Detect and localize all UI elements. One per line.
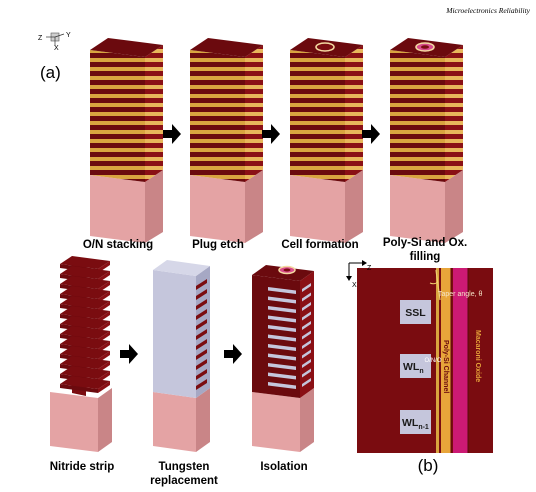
channel-layer	[441, 268, 451, 453]
block-tungsten	[153, 260, 210, 452]
label-tungsten-2: replacement	[150, 475, 218, 487]
wl-n-gate	[400, 354, 431, 378]
iso-wordline	[268, 353, 296, 361]
block-plug-etch	[190, 38, 263, 243]
iso-wordline	[268, 382, 296, 389]
arrow-icon-5	[224, 344, 242, 364]
tungsten-slot	[196, 369, 207, 380]
iso-wordline	[268, 363, 296, 370]
tungsten-slot	[196, 289, 207, 300]
channel-label: Poly-Si Channel	[442, 340, 449, 393]
label-cell-formation: Cell formation	[281, 239, 358, 251]
iso-wordline	[268, 372, 296, 380]
arrow-icon-3	[362, 124, 380, 144]
block-cell-formation	[290, 38, 363, 243]
comb-fin-top	[60, 356, 110, 369]
comb-fin-top	[60, 366, 110, 379]
tungsten-slot	[196, 379, 207, 390]
ono-label: O/N/O	[424, 358, 441, 364]
ssl-gate	[400, 300, 431, 324]
ono-layer	[436, 268, 439, 453]
wl-n-label: WLn	[403, 361, 424, 375]
iso-wordline-side	[302, 283, 311, 292]
label-tungsten-1: Tungsten	[159, 461, 210, 473]
comb-fin-top	[60, 296, 110, 309]
axis-y-label: Y	[66, 32, 71, 39]
label-on-stacking: O/N stacking	[83, 239, 153, 251]
iso-wordline	[268, 306, 296, 313]
comb-fin-side	[98, 381, 110, 393]
label-poly-fill-1: Poly-Si and Ox.	[383, 237, 467, 249]
axis-x-label: X	[54, 45, 59, 52]
comb-fin-top	[60, 326, 110, 339]
panel-b-label: (b)	[418, 456, 439, 475]
axis-b-x-label: X	[352, 282, 357, 289]
wl-n1-gate	[400, 410, 431, 434]
iso-wordline	[268, 325, 296, 332]
iso-wordline-side	[302, 330, 311, 340]
iso-wordline	[268, 334, 296, 342]
macaroni-label: Macaroni Oxide	[474, 330, 481, 382]
tungsten-slot	[196, 299, 207, 310]
comb-fin-top	[60, 346, 110, 359]
iso-wordline	[268, 315, 296, 323]
iso-wordline-side	[302, 302, 311, 311]
comb-fin-top	[60, 316, 110, 329]
taper-angle-label: Taper angle, θ	[438, 291, 482, 298]
comb-fin-top	[60, 266, 110, 279]
block-poly-fill	[390, 38, 463, 243]
tungsten-slot	[196, 359, 207, 370]
tungsten-slot	[196, 329, 207, 340]
iso-wordline	[268, 296, 296, 304]
macaroni-oxide-layer	[453, 268, 468, 453]
comb-fin-top	[60, 306, 110, 319]
axis-b-z-label: Z	[367, 265, 372, 272]
cross-section-panel: Taper angle, θ SSL WLn WLn-1 O/N/O Poly-…	[357, 268, 493, 453]
label-isolation: Isolation	[260, 461, 307, 473]
comb-fin-top	[60, 336, 110, 349]
arrow-icon-1	[163, 124, 181, 144]
wl-n1-label: WLn-1	[402, 417, 429, 431]
iso-wordline-side	[302, 349, 311, 359]
tungsten-slot	[196, 309, 207, 320]
comb-fin-top	[60, 276, 110, 289]
iso-wordline-side	[302, 359, 311, 368]
label-plug-etch: Plug etch	[192, 239, 244, 251]
tungsten-slot	[196, 279, 207, 290]
ssl-label: SSL	[405, 307, 426, 319]
iso-wordline	[268, 287, 296, 294]
label-poly-fill-2: filling	[410, 251, 441, 263]
arrow-icon-4	[120, 344, 138, 364]
tungsten-slot	[196, 319, 207, 330]
iso-wordline-side	[302, 321, 311, 330]
block-on-stacking	[90, 38, 163, 243]
iso-wordline-side	[302, 378, 311, 387]
journal-title: Microelectronics Reliability	[445, 6, 530, 15]
arrow-icon-2	[262, 124, 280, 144]
iso-wordline-side	[302, 292, 311, 302]
axis-z-label: Z	[38, 35, 43, 42]
comb-fin-top	[60, 256, 110, 269]
tungsten-slot	[196, 349, 207, 360]
iso-wordline-side	[302, 340, 311, 349]
iso-wordline-side	[302, 311, 311, 321]
tungsten-slot	[196, 339, 207, 350]
axis-icon-a: Z Y X	[38, 32, 71, 52]
iso-wordline	[268, 344, 296, 351]
axis-icon-b: Z X	[346, 260, 372, 289]
label-nitride-strip: Nitride strip	[50, 461, 115, 473]
iso-wordline-side	[302, 368, 311, 378]
comb-fin-top	[60, 286, 110, 299]
block-nitride-strip	[50, 256, 112, 452]
block-isolation	[252, 265, 314, 452]
comb-fin-top	[60, 376, 110, 389]
panel-a-label: (a)	[40, 63, 61, 82]
comb-fin	[60, 384, 98, 393]
